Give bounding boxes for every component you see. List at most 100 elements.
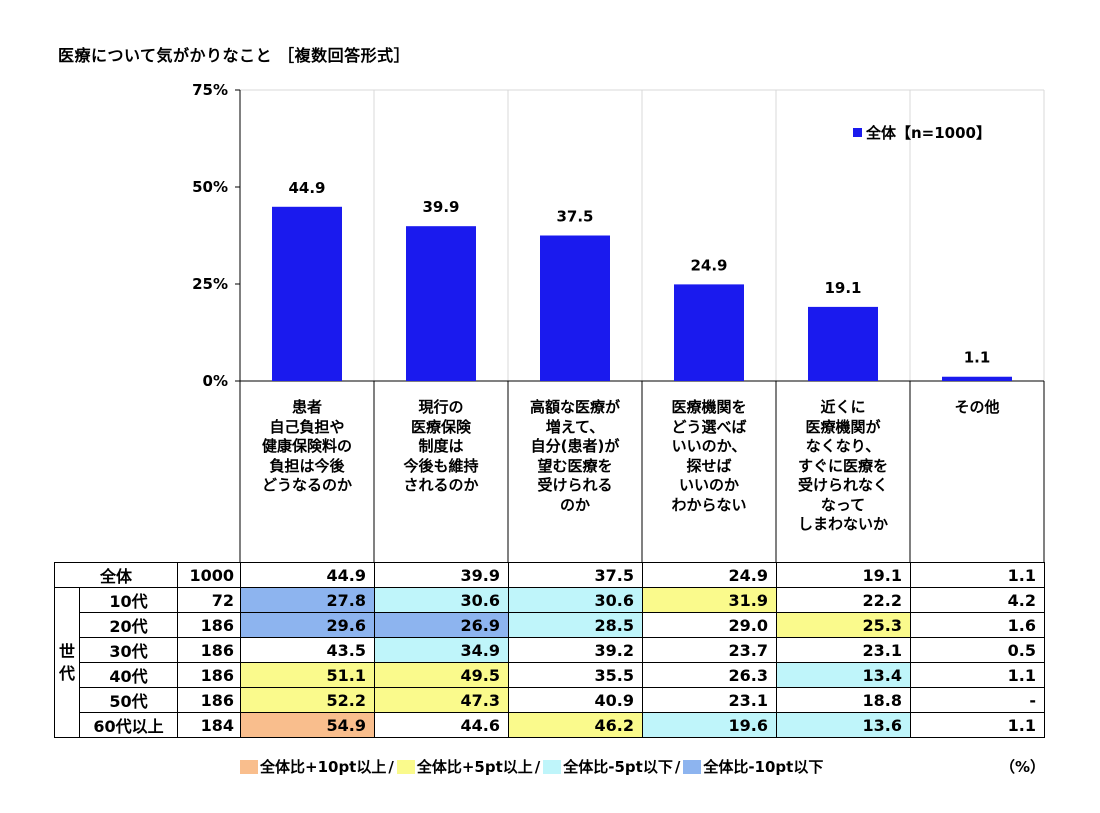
legend-swatch — [240, 759, 258, 774]
unit-label: （%） — [1000, 758, 1046, 776]
data-label: 1.1 — [964, 349, 991, 367]
y-tick-label: 75% — [192, 81, 228, 99]
table-cell: 39.2 — [508, 637, 643, 663]
table-cell: 0.5 — [910, 637, 1045, 663]
bar — [406, 226, 476, 381]
table-cell: 19.6 — [642, 712, 777, 738]
row-label: 40代 — [79, 662, 178, 688]
category-label: 患者 自己負担や 健康保険料の 負担は今後 どうなるのか — [261, 398, 352, 494]
table-cell: 37.5 — [508, 562, 643, 588]
table-cell: 30.6 — [374, 587, 509, 613]
legend-label: 全体比+10pt以上 — [260, 758, 387, 776]
table-cell: 23.1 — [642, 687, 777, 713]
table-row: 50代 186 52.2 47.3 40.9 23.1 18.8- — [55, 687, 1045, 713]
table-cell: 51.1 — [240, 662, 375, 688]
sample-size: 1000 — [177, 562, 241, 588]
chart-legend: 全体【n=1000】 — [853, 122, 991, 143]
table-cell: - — [910, 687, 1045, 713]
bar — [540, 235, 610, 381]
table-cell: 39.9 — [374, 562, 509, 588]
table-cell: 23.7 — [642, 637, 777, 663]
sample-size: 72 — [177, 587, 241, 613]
category-label: 近くに 医療機関が なくなり、 すぐに医療を 受けられなく なって しまわないか — [797, 398, 888, 533]
table-cell: 4.2 — [910, 587, 1045, 613]
highlight-legend-item: 全体比-10pt以下 — [683, 756, 823, 777]
legend-separator: / — [534, 757, 541, 776]
table-cell: 29.0 — [642, 612, 777, 638]
table-cell: 26.3 — [642, 662, 777, 688]
sample-size: 184 — [177, 712, 241, 738]
y-tick-label: 50% — [192, 178, 228, 196]
highlight-legend-item: 全体比+10pt以上 — [240, 756, 386, 777]
row-label: 60代以上 — [79, 712, 178, 738]
highlight-legend-item: 全体比+5pt以上 — [396, 756, 533, 777]
table-cell: 47.3 — [374, 687, 509, 713]
table-row: 全体 1000 44.9 39.9 37.5 24.9 19.1 1.1 — [54, 562, 1045, 588]
data-label: 39.9 — [422, 198, 459, 216]
legend-separator: / — [674, 757, 681, 776]
table-row: 世 代 10代 72 27.8 30.6 30.6 31.9 22.2 4.2 — [54, 587, 1045, 738]
legend-label: 全体比-5pt以下 — [563, 758, 673, 776]
category-label: 現行の 医療保険 制度は 今後も維持 されるのか — [403, 398, 479, 494]
bar — [808, 306, 878, 381]
table-row: 30代 186 43.5 34.9 39.2 23.7 23.1 0.5 — [55, 637, 1045, 663]
table-cell: 40.9 — [508, 687, 643, 713]
row-label: 20代 — [79, 612, 178, 638]
table-cell: 26.9 — [374, 612, 509, 638]
table-cell: 13.4 — [776, 662, 911, 688]
table-cell: 25.3 — [776, 612, 911, 638]
table-cell: 27.8 — [240, 587, 375, 613]
table-cell: 19.1 — [776, 562, 911, 588]
category-label: 医療機関を どう選べば いいのか、 探せば いいのか わからない — [671, 398, 747, 514]
table-cell: 35.5 — [508, 662, 643, 688]
row-label: 全体 — [54, 562, 178, 588]
legend-swatch — [396, 759, 415, 774]
table-cell: 1.1 — [910, 712, 1045, 738]
legend-label: 全体比+5pt以上 — [416, 758, 533, 776]
table-cell: 28.5 — [508, 612, 643, 638]
table-cell: 44.9 — [240, 562, 375, 588]
sample-size: 186 — [177, 687, 241, 713]
table-cell: 52.2 — [240, 687, 375, 713]
table-row: 20代 186 29.6 26.9 28.5 29.0 25.3 1.6 — [55, 612, 1045, 638]
category-label: その他 — [954, 398, 1000, 416]
row-label: 30代 — [79, 637, 178, 663]
table-cell: 29.6 — [240, 612, 375, 638]
table-cell: 1.1 — [910, 662, 1045, 688]
table-cell: 13.6 — [776, 712, 911, 738]
sample-size: 186 — [177, 612, 241, 638]
data-label: 19.1 — [824, 279, 861, 297]
table-cell: 46.2 — [508, 712, 643, 738]
y-tick-label: 0% — [203, 372, 228, 390]
table-cell: 34.9 — [374, 637, 509, 663]
sample-size: 186 — [177, 662, 241, 688]
crosstab-table: 全体 1000 44.9 39.9 37.5 24.9 19.1 1.1 世 代 10代 72 27.… — [54, 562, 1045, 738]
table-cell: 44.6 — [374, 712, 509, 738]
legend-label: 全体比-10pt以下 — [703, 758, 824, 776]
highlight-legend-item: 全体比-5pt以下 — [543, 756, 673, 777]
table-row: 60代以上 184 54.9 44.6 46.2 19.6 13.6 1.1 — [55, 712, 1045, 738]
data-label: 24.9 — [690, 256, 727, 274]
legend-separator: / — [388, 757, 394, 776]
legend-swatch — [683, 759, 702, 774]
table-cell: 1.6 — [910, 612, 1045, 638]
table-cell: 24.9 — [642, 562, 777, 588]
legend-label: 全体【n=1000】 — [866, 124, 991, 142]
table-row: 40代 186 51.1 49.5 35.5 26.3 13.4 1.1 — [55, 662, 1045, 688]
highlight-legend: 全体比+10pt以上 / 全体比+5pt以上 / 全体比-5pt以下 / 全体比-10pt以… — [240, 756, 823, 777]
row-label: 10代 — [79, 587, 178, 613]
legend-swatch — [853, 128, 862, 137]
group-label: 世 代 — [54, 587, 80, 738]
table-cell: 23.1 — [776, 637, 911, 663]
table-cell: 31.9 — [642, 587, 777, 613]
legend-swatch — [543, 759, 562, 774]
bar — [942, 376, 1012, 381]
table-cell: 30.6 — [508, 587, 643, 613]
row-label: 50代 — [79, 687, 178, 713]
table-cell: 43.5 — [240, 637, 375, 663]
table-cell: 49.5 — [374, 662, 509, 688]
y-tick-label: 25% — [192, 275, 228, 293]
category-label: 高額な医療が 増えて、 自分(患者)が 望む医療を 受けられる のか — [529, 398, 620, 514]
table-cell: 22.2 — [776, 587, 911, 613]
